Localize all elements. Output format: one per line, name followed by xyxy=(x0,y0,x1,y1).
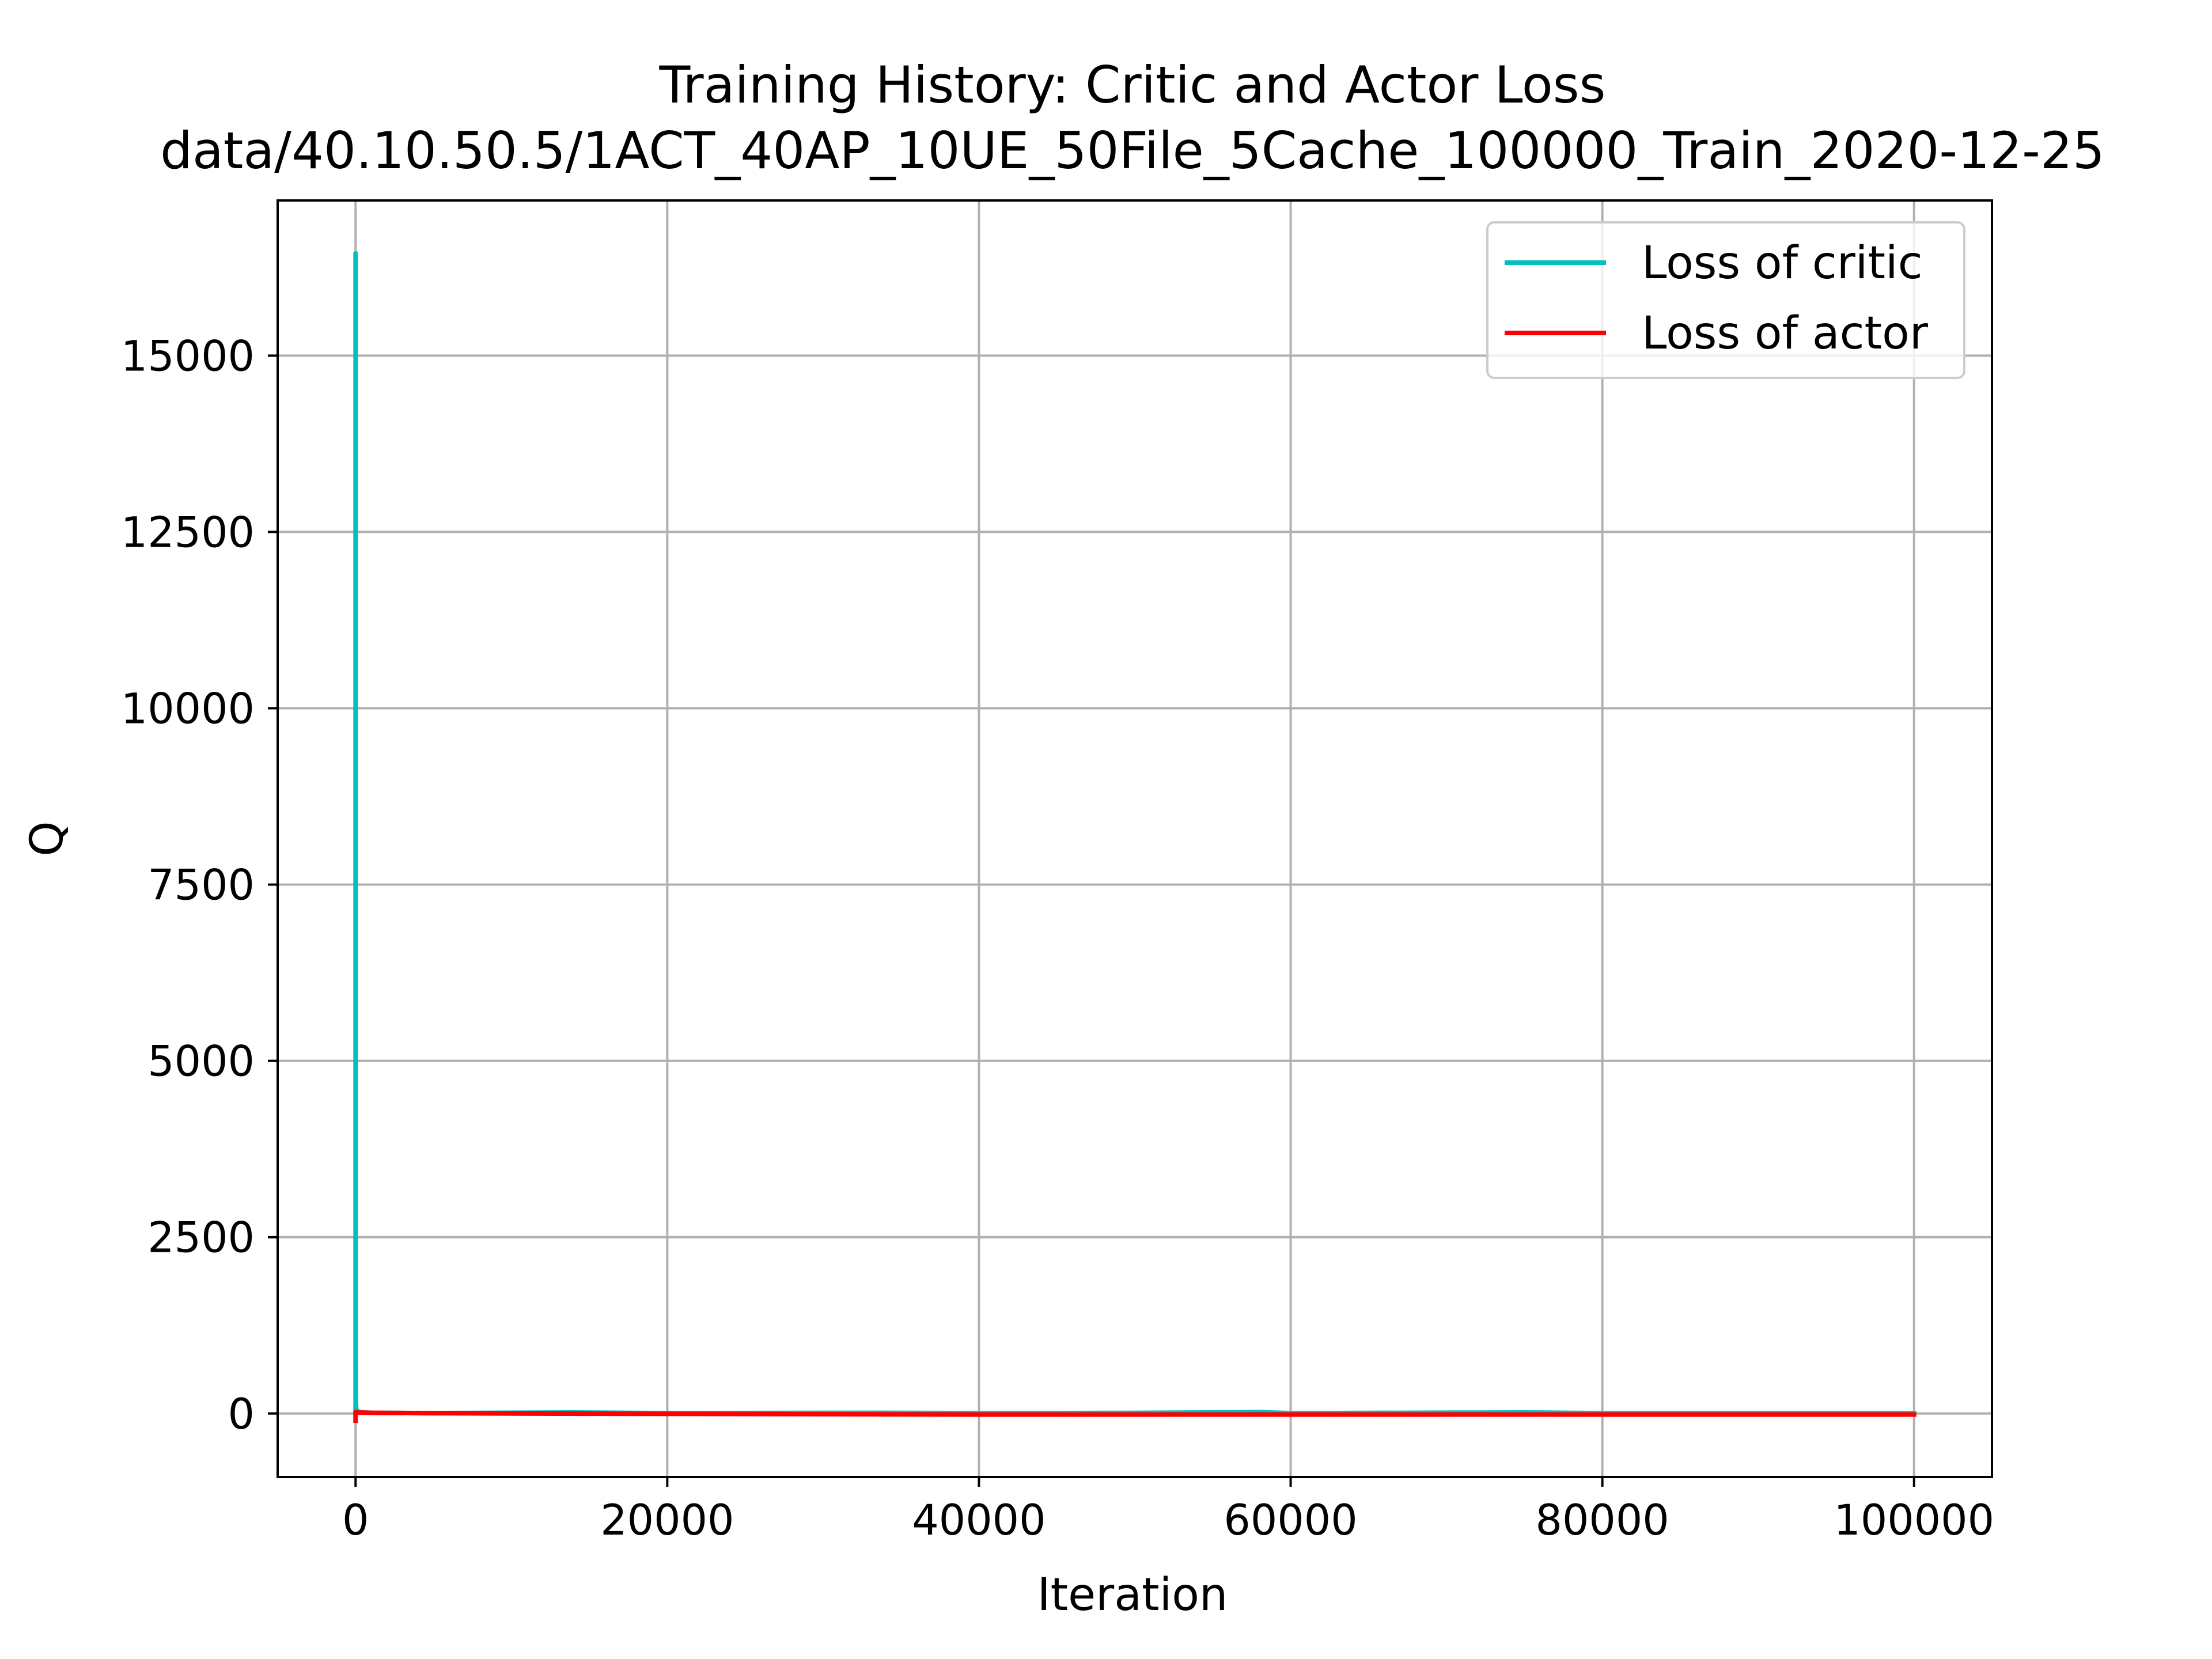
y-tick-label: 7500 xyxy=(147,861,255,910)
plot-frame xyxy=(276,199,1993,1478)
x-tick-label: 100000 xyxy=(1834,1496,1994,1545)
legend-label-critic: Loss of critic xyxy=(1642,237,1923,289)
x-axis-label: Iteration xyxy=(1037,1569,1228,1621)
legend: Loss of critic Loss of actor xyxy=(1486,221,1965,379)
legend-label-actor: Loss of actor xyxy=(1642,308,1929,359)
chart-subtitle: data/40.10.50.5/1ACT_40AP_10UE_50File_5C… xyxy=(160,121,2105,180)
y-tick-label: 12500 xyxy=(121,508,255,557)
y-tick-label: 2500 xyxy=(147,1214,255,1263)
y-tick-label: 5000 xyxy=(147,1037,255,1086)
x-tick-label: 80000 xyxy=(1536,1496,1669,1545)
y-tick-label: 15000 xyxy=(121,332,255,381)
series-layer xyxy=(353,251,1916,1423)
y-axis-label: Q xyxy=(21,821,73,856)
y-tick-label: 10000 xyxy=(121,685,255,734)
y-axis: 0 2500 5000 7500 10000 12500 15000 xyxy=(121,332,278,1439)
grid xyxy=(278,200,1992,1477)
x-tick-label: 0 xyxy=(342,1496,369,1545)
chart-title: Training History: Critic and Actor Loss xyxy=(659,55,1606,115)
legend-box xyxy=(1486,221,1965,379)
series-line-actor xyxy=(353,1410,1916,1423)
x-tick-label: 20000 xyxy=(600,1496,734,1545)
plot-area xyxy=(278,200,1992,1477)
y-tick-label: 0 xyxy=(228,1390,255,1439)
x-axis: 0 20000 40000 60000 80000 100000 xyxy=(342,1477,1994,1545)
x-tick-label: 40000 xyxy=(912,1496,1046,1545)
x-tick-label: 60000 xyxy=(1224,1496,1357,1545)
